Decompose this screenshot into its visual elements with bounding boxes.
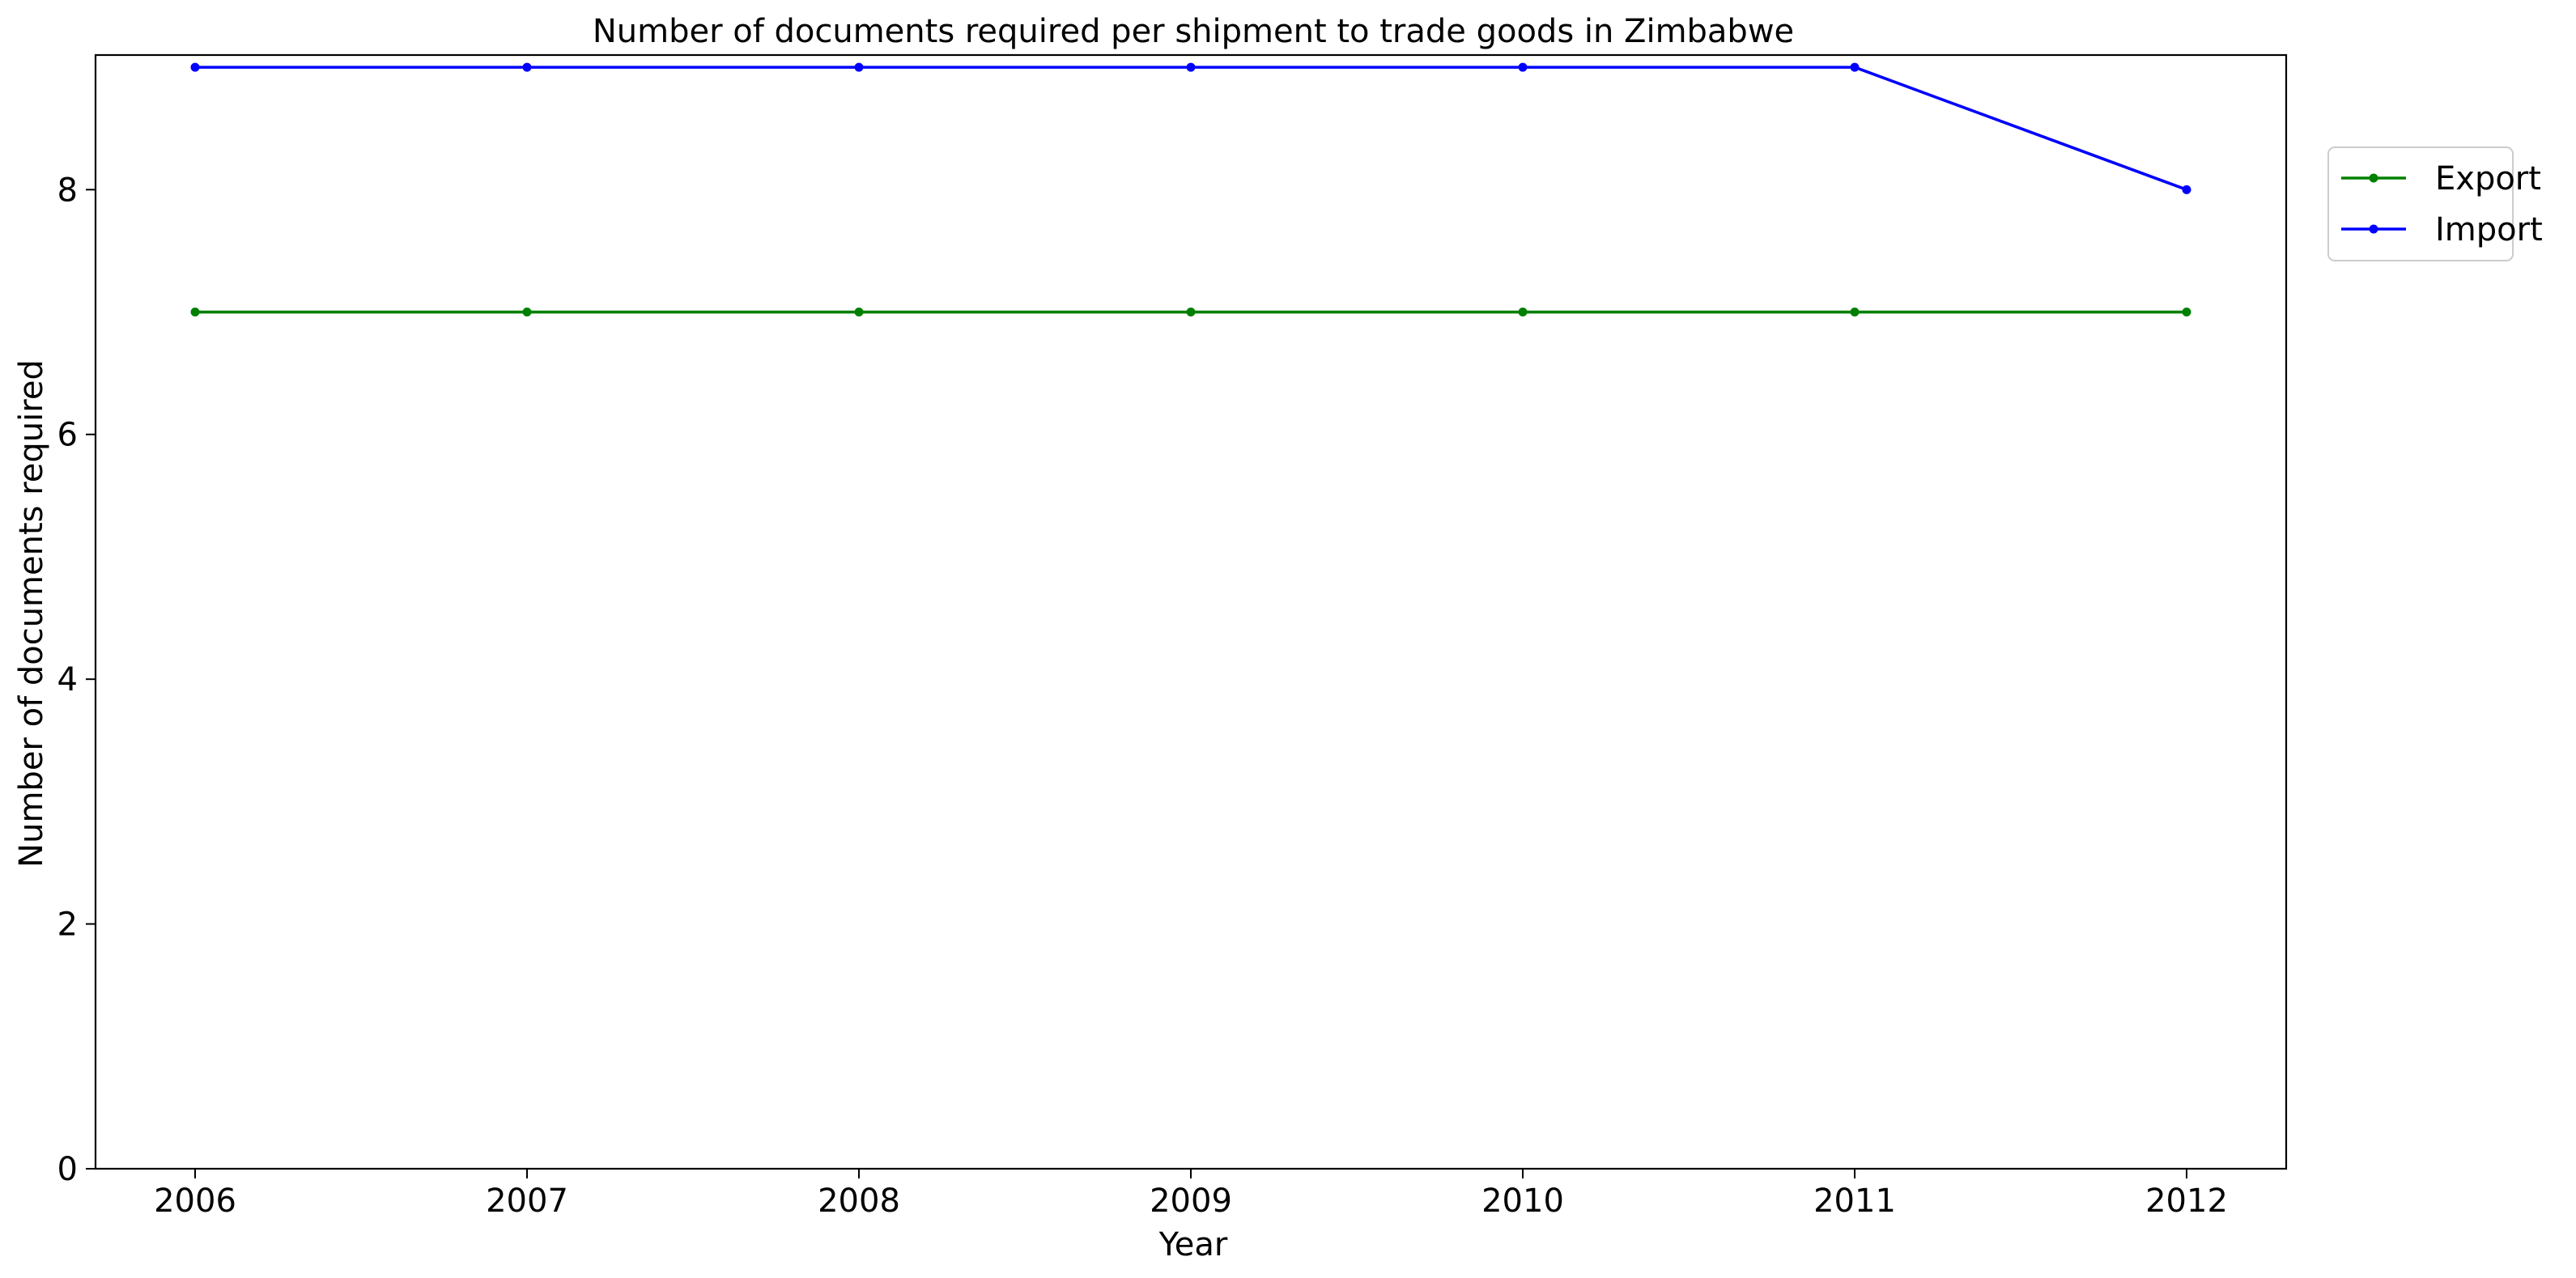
data-point-import bbox=[1850, 62, 1860, 72]
data-point-import bbox=[1518, 62, 1528, 72]
x-axis-ticks: 2006 2007 2008 2009 2010 2011 2012 bbox=[154, 1169, 2228, 1220]
x-tick-label: 2006 bbox=[154, 1182, 236, 1220]
y-tick-label: 8 bbox=[57, 172, 78, 209]
series-layer bbox=[190, 62, 2191, 317]
legend-label: Export bbox=[2435, 160, 2541, 197]
x-tick-label: 2009 bbox=[1150, 1182, 1232, 1220]
data-point-export bbox=[1850, 308, 1860, 317]
plot-frame bbox=[94, 53, 2288, 1170]
data-point-import bbox=[1186, 62, 1196, 72]
legend-item-export: Export bbox=[2341, 160, 2541, 197]
legend-item-import: Import bbox=[2341, 211, 2543, 248]
y-tick-label: 4 bbox=[57, 661, 78, 698]
data-point-export bbox=[522, 308, 532, 317]
legend-swatch-marker bbox=[2369, 173, 2378, 183]
chart-title: Number of documents required per shipmen… bbox=[593, 13, 1794, 50]
data-point-import bbox=[522, 62, 532, 72]
y-tick-label: 6 bbox=[57, 417, 78, 454]
data-point-import bbox=[2182, 185, 2191, 194]
y-axis-label: Number of documents required bbox=[13, 359, 50, 868]
x-tick-label: 2012 bbox=[2145, 1182, 2228, 1220]
x-tick-label: 2008 bbox=[818, 1182, 900, 1220]
y-tick-label: 2 bbox=[57, 906, 78, 944]
series-import bbox=[190, 62, 2191, 194]
x-axis-label: Year bbox=[1158, 1226, 1228, 1263]
data-point-export bbox=[2182, 308, 2191, 317]
legend-label: Import bbox=[2435, 211, 2543, 248]
legend-swatch-marker bbox=[2369, 224, 2378, 234]
y-axis-ticks: 0 2 4 6 8 bbox=[57, 172, 96, 1188]
legend: Export Import bbox=[2327, 146, 2543, 261]
x-tick-label: 2011 bbox=[1813, 1182, 1896, 1220]
x-tick-label: 2010 bbox=[1481, 1182, 1564, 1220]
data-point-import bbox=[854, 62, 864, 72]
x-tick-label: 2007 bbox=[486, 1182, 568, 1220]
data-point-export bbox=[190, 308, 200, 317]
data-point-export bbox=[1518, 308, 1528, 317]
series-export bbox=[190, 308, 2191, 317]
data-point-export bbox=[1186, 308, 1196, 317]
data-point-export bbox=[854, 308, 864, 317]
y-tick-label: 0 bbox=[57, 1151, 78, 1188]
data-point-import bbox=[190, 62, 200, 72]
plot-area: 0 2 4 6 8 2006 2007 2008 2009 2010 2011 2012 bbox=[57, 53, 2288, 1220]
